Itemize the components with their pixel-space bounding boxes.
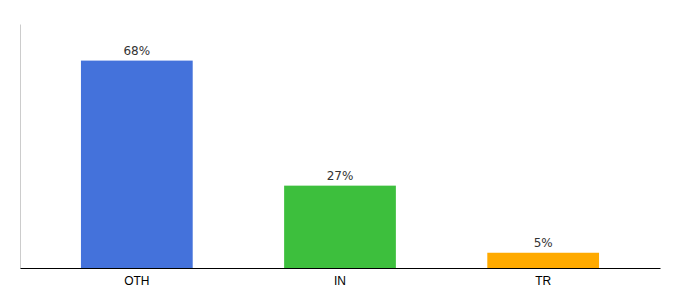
chart: OTH IN TR 68% 27% 5% [0,0,680,300]
x-tick: OTH [124,274,149,288]
data-labels: 68% 27% 5% [123,44,552,250]
data-label: 68% [123,44,150,58]
y-axis-line [20,25,21,269]
x-tick-label: IN [334,274,346,288]
y-axis [20,25,21,269]
bar [81,61,193,268]
bar [487,253,599,268]
x-tick-label: OTH [124,274,149,288]
data-label: 27% [327,169,354,183]
plot: OTH IN TR 68% 27% 5% [21,25,661,288]
x-tick: IN [334,274,346,288]
x-axis: OTH IN TR [21,269,661,288]
bar [284,186,396,268]
x-axis-line [21,268,661,269]
x-tick: TR [535,274,551,288]
data-label: 5% [534,236,553,250]
x-tick-label: TR [535,274,551,288]
bars [81,61,599,268]
